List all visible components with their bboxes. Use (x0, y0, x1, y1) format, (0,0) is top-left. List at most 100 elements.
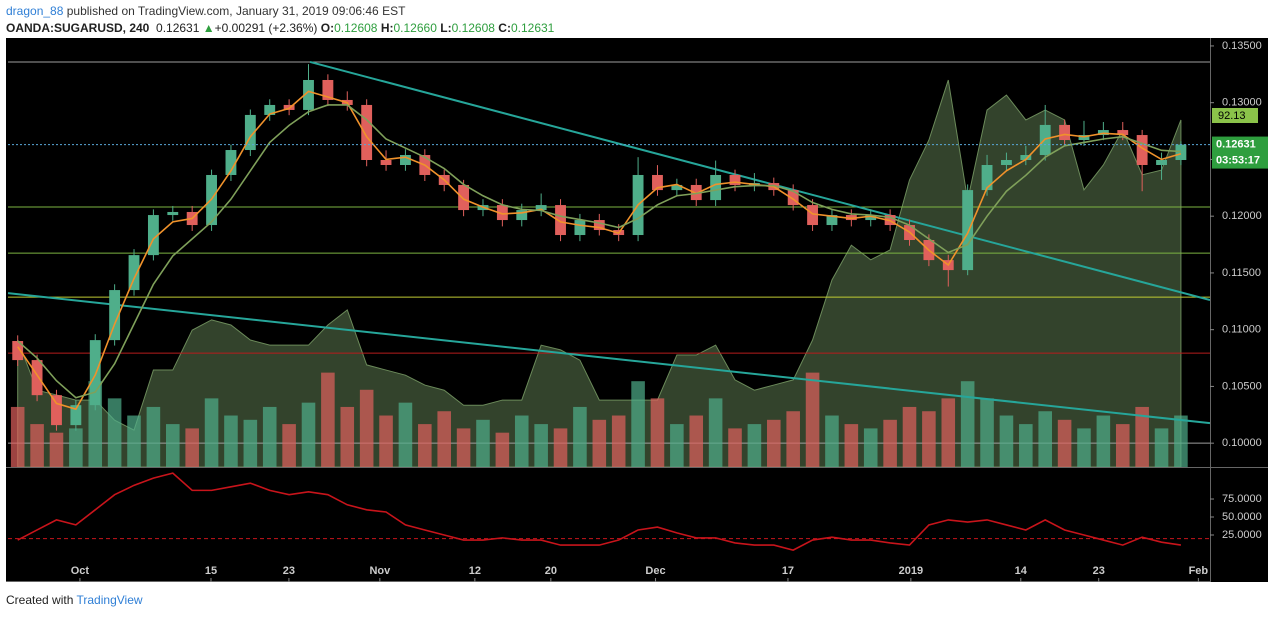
candle-body (167, 211, 179, 216)
volume-bar (379, 415, 393, 467)
h-label: H: (380, 21, 394, 35)
candle-body (400, 155, 411, 165)
arrow: ▲ (202, 21, 215, 35)
volume-bar (883, 419, 897, 467)
x-tick-label: Dec (645, 565, 665, 577)
volume-bar (262, 406, 277, 467)
x-tick-label: 14 (1015, 565, 1028, 577)
x-tick-label: 15 (205, 565, 217, 577)
candle-body (147, 215, 159, 256)
candle-body (729, 174, 741, 185)
volume-bar (980, 398, 994, 467)
candle-body (671, 184, 683, 191)
candle-body (865, 215, 877, 221)
volume-bar (1038, 411, 1052, 467)
price-pane (7, 60, 1210, 467)
y-tick-label: 0.10000 (1222, 437, 1262, 449)
indicator-tag: 92.13 (1218, 110, 1246, 122)
rsi-tick-label: 25.0000 (1222, 529, 1262, 541)
candle-body (826, 215, 838, 226)
candle-body (1020, 155, 1032, 161)
y-tick-label: 0.12000 (1222, 210, 1262, 222)
brand[interactable]: TradingView (76, 593, 143, 607)
y-tick-label: 0.13500 (1222, 40, 1262, 52)
volume-bar (69, 428, 83, 467)
candle-body (244, 114, 256, 151)
volume-bar (107, 398, 122, 467)
publish-line: dragon_88 published on TradingView.com, … (6, 4, 405, 18)
volume-bar (902, 406, 917, 467)
volume-bar (456, 428, 471, 467)
footer: Created with TradingView (6, 593, 143, 607)
candle-body (845, 215, 857, 221)
volume-bar (999, 415, 1014, 467)
candle-body (322, 79, 334, 100)
x-tick-label: 23 (283, 565, 295, 577)
moving-average (17, 90, 1182, 411)
last: 0.12631 (156, 21, 200, 35)
o-label: O: (320, 21, 335, 35)
candle-body (51, 395, 62, 426)
volume-bar (689, 415, 704, 467)
created: Created with (6, 593, 74, 607)
trendline (309, 60, 1210, 302)
volume-bar (166, 424, 180, 467)
tag-bg (1212, 136, 1268, 169)
candle-body (1001, 160, 1012, 165)
volume-bar (321, 372, 335, 467)
candle-body (109, 290, 121, 341)
candle-body (574, 220, 586, 236)
volume-bar (922, 411, 936, 467)
volume-bar (650, 398, 665, 467)
volume-bar (282, 424, 296, 467)
candle-body (807, 205, 818, 226)
volume-bar (204, 398, 219, 467)
volume-bar (1057, 419, 1072, 467)
c-label: C: (498, 21, 511, 35)
candle-body (962, 190, 974, 271)
volume-bar (1135, 406, 1149, 467)
candle-body (1117, 130, 1129, 136)
volume-bar (670, 424, 684, 467)
candle-body (535, 205, 547, 211)
volume-bar (767, 419, 781, 467)
volume-bar (631, 381, 645, 467)
volume-bar (340, 406, 355, 467)
x-tick-label: 23 (1093, 565, 1105, 577)
author[interactable]: dragon_88 (6, 4, 64, 18)
volume-bar (30, 424, 44, 467)
rsi-tick-label: 50.0000 (1222, 511, 1262, 523)
overlay: 0.135000.130000.125000.120000.115000.110… (8, 40, 1268, 582)
quote-line: OANDA:SUGARUSD, 240 0.12631 ▲+0.00291 (+… (6, 21, 554, 35)
x-tick-label: 12 (469, 565, 481, 577)
moving-average (17, 104, 1181, 399)
candle-body (555, 205, 566, 236)
volume-bar (941, 398, 956, 467)
volume-bar (301, 402, 316, 467)
rsi-line (17, 472, 1182, 551)
volume-bar (243, 419, 258, 467)
volume-bar (573, 406, 587, 467)
tag-bg (1212, 108, 1258, 123)
candle-body (31, 360, 43, 396)
candle-body (458, 184, 470, 211)
volume-bar (728, 428, 742, 467)
price-tag: 0.12631 (1216, 138, 1256, 150)
candle-body (361, 104, 373, 161)
volume-bar (437, 411, 451, 467)
volume-bar (185, 428, 199, 467)
candle-body (516, 210, 528, 221)
published: published on TradingView.com, January 31… (66, 4, 406, 18)
volume-bar (1154, 428, 1169, 467)
candle-body (1175, 144, 1187, 161)
candle-body (303, 79, 314, 110)
volume-bar (224, 415, 238, 467)
volume-bar (1174, 415, 1188, 467)
volume-bar (495, 432, 510, 467)
candle-body (787, 190, 799, 206)
chart: 0.135000.130000.125000.120000.115000.110… (6, 38, 1268, 582)
volume-bar (708, 398, 723, 467)
volume-bar (805, 372, 820, 467)
volume-bar (611, 415, 626, 467)
